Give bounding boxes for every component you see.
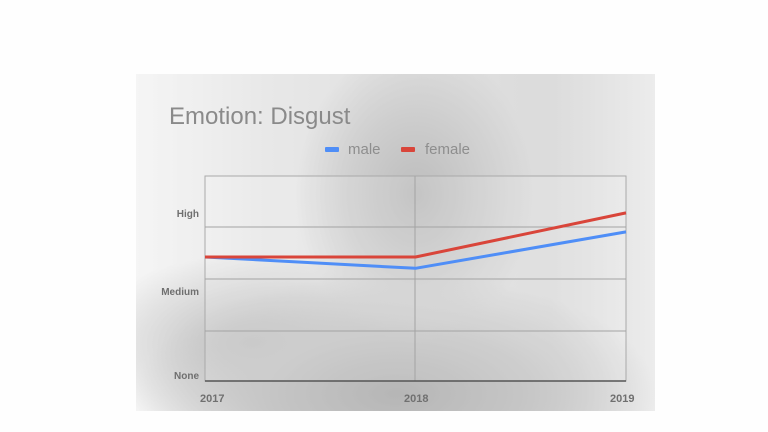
x-tick-2019: 2019 <box>610 393 634 405</box>
legend-male-swatch <box>325 147 339 152</box>
legend-male-label: male <box>348 141 381 158</box>
series-male-line <box>204 230 627 270</box>
legend: male female <box>325 141 470 158</box>
x-tick-2017: 2017 <box>200 393 224 405</box>
chart-title: Emotion: Disgust <box>169 103 351 130</box>
y-tick-medium: Medium <box>161 287 199 298</box>
y-tick-none: None <box>174 371 199 382</box>
series-female-line <box>205 211 627 259</box>
x-tick-2018: 2018 <box>404 393 428 405</box>
legend-female-swatch <box>401 147 415 152</box>
chart-panel: Emotion: Disgust male female High Medium… <box>136 74 655 411</box>
chart-svg: Emotion: Disgust male female High Medium… <box>136 74 655 411</box>
plot-area <box>204 175 627 382</box>
y-tick-high: High <box>177 209 199 220</box>
legend-female-label: female <box>425 141 470 158</box>
